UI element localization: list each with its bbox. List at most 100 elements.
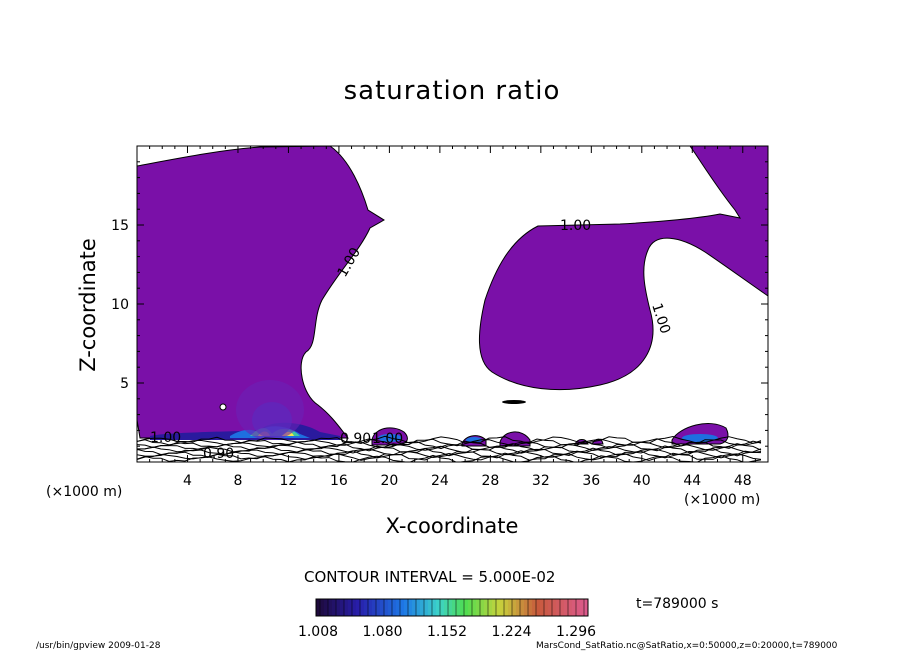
x-tick-label-7: 32 xyxy=(532,473,550,489)
colorbar-swatch-59 xyxy=(552,599,556,616)
colorbar-swatch-42 xyxy=(484,599,488,616)
contour-label-1: 1.00 xyxy=(560,218,591,234)
colorbar-swatch-57 xyxy=(544,599,548,616)
surface-contour-line-6 xyxy=(137,450,762,459)
surface-contour-line-3 xyxy=(137,443,762,452)
colorbar-swatch-0 xyxy=(316,599,320,616)
colorbar-swatch-17 xyxy=(384,599,388,616)
cloud-cell-core xyxy=(252,402,292,438)
colorbar-swatch-27 xyxy=(424,599,428,616)
x-tick-label-5: 24 xyxy=(431,473,449,489)
colorbar-frame xyxy=(315,598,589,617)
colorbar-swatch-6 xyxy=(340,599,344,616)
colorbar-swatch-29 xyxy=(432,599,436,616)
colorbar-tick-label-4: 1.296 xyxy=(556,624,596,640)
colorbar-tick-label-3: 1.224 xyxy=(491,624,531,640)
colorbar-swatch-23 xyxy=(408,599,412,616)
x-tick-label-1: 8 xyxy=(233,473,242,489)
colorbar-swatch-5 xyxy=(336,599,340,616)
x-axis-ticks: 4 8 12 16 20 24 28 32 36 40 44 48 xyxy=(149,146,756,489)
colorbar-swatch-41 xyxy=(480,599,484,616)
filled-region-left xyxy=(137,146,385,439)
contour-label-5: 1.00 xyxy=(372,431,403,447)
x-tick-label-4: 20 xyxy=(380,473,398,489)
x-tick-label-8: 36 xyxy=(582,473,600,489)
colorbar-swatch-34 xyxy=(452,599,456,616)
x-axis-label: X-coordinate xyxy=(385,514,519,538)
colorbar-swatch-18 xyxy=(388,599,392,616)
colorbar-swatch-43 xyxy=(488,599,492,616)
colorbar-labels: 1.008 1.080 1.152 1.224 1.296 xyxy=(298,624,596,640)
chart-title: saturation ratio xyxy=(343,76,561,106)
colorbar-swatch-47 xyxy=(504,599,508,616)
contour-blob xyxy=(502,400,526,404)
filled-region-right xyxy=(479,146,768,391)
colorbar-swatch-49 xyxy=(512,599,516,616)
colorbar-swatch-66 xyxy=(580,599,584,616)
contour-interval-label: CONTOUR INTERVAL = 5.000E-02 xyxy=(304,568,556,586)
colorbar-swatch-13 xyxy=(368,599,372,616)
colorbar-swatch-53 xyxy=(528,599,532,616)
contour-fill-layer xyxy=(137,146,768,462)
colorbar-swatch-22 xyxy=(404,599,408,616)
colorbar-swatch-20 xyxy=(396,599,400,616)
contour-label-7: 0.90 xyxy=(203,446,234,462)
surface-contour-line-8 xyxy=(137,454,762,462)
y-tick-label-0: 5 xyxy=(120,376,129,392)
colorbar-swatch-62 xyxy=(564,599,568,616)
surface-contour-line-0 xyxy=(137,435,762,445)
colorbar-swatch-4 xyxy=(332,599,336,616)
colorbar-swatch-58 xyxy=(548,599,552,616)
cloud-cell-small xyxy=(466,437,482,443)
surface-contour-line-7 xyxy=(137,452,762,462)
colorbar-swatch-28 xyxy=(428,599,432,616)
colorbar-swatch-55 xyxy=(536,599,540,616)
colorbar-swatch-26 xyxy=(420,599,424,616)
colorbar-swatch-52 xyxy=(524,599,528,616)
colorbar-swatch-12 xyxy=(364,599,368,616)
colorbar-swatch-45 xyxy=(496,599,500,616)
contour-label-6: 0.90 xyxy=(340,431,371,447)
colorbar-swatch-8 xyxy=(348,599,352,616)
colorbar-swatch-31 xyxy=(440,599,444,616)
time-label: t=789000 s xyxy=(636,596,719,612)
y-tick-label-2: 15 xyxy=(111,218,129,234)
y-axis-ticks: 5 10 15 xyxy=(111,161,768,447)
colorbar-tick-label-0: 1.008 xyxy=(298,624,338,640)
y-tick-label-1: 10 xyxy=(111,297,129,313)
colorbar-swatch-2 xyxy=(324,599,328,616)
colorbar-swatch-60 xyxy=(556,599,560,616)
colorbar-swatch-15 xyxy=(376,599,380,616)
colorbar-swatch-36 xyxy=(460,599,464,616)
x-tick-label-2: 12 xyxy=(280,473,298,489)
colorbar-swatch-1 xyxy=(320,599,324,616)
colorbar-swatch-16 xyxy=(380,599,384,616)
x-unit-label-left: (×1000 m) xyxy=(46,484,123,500)
colorbar-swatch-33 xyxy=(448,599,452,616)
x-unit-label-right: (×1000 m) xyxy=(684,492,761,508)
colorbar-swatch-10 xyxy=(356,599,360,616)
colorbar-swatch-40 xyxy=(476,599,480,616)
colorbar-swatch-24 xyxy=(412,599,416,616)
colorbar-swatch-11 xyxy=(360,599,364,616)
colorbar-swatch-54 xyxy=(532,599,536,616)
colorbar-swatch-51 xyxy=(520,599,524,616)
colorbar-swatch-19 xyxy=(392,599,396,616)
contour-label-4: 1.00 xyxy=(150,430,181,446)
colorbar-swatch-3 xyxy=(328,599,332,616)
colorbar-swatch-65 xyxy=(576,599,580,616)
x-tick-label-6: 28 xyxy=(481,473,499,489)
colorbar-swatch-46 xyxy=(500,599,504,616)
colorbar-swatch-30 xyxy=(436,599,440,616)
colorbar-swatch-67 xyxy=(584,599,588,616)
colorbar-swatch-32 xyxy=(444,599,448,616)
colorbar-swatch-64 xyxy=(572,599,576,616)
colorbar-swatch-39 xyxy=(472,599,476,616)
x-tick-label-3: 16 xyxy=(330,473,348,489)
colorbar-swatch-21 xyxy=(400,599,404,616)
colorbar-swatch-7 xyxy=(344,599,348,616)
colorbar-swatch-61 xyxy=(560,599,564,616)
x-tick-label-0: 4 xyxy=(183,473,192,489)
colorbar-swatch-37 xyxy=(464,599,468,616)
